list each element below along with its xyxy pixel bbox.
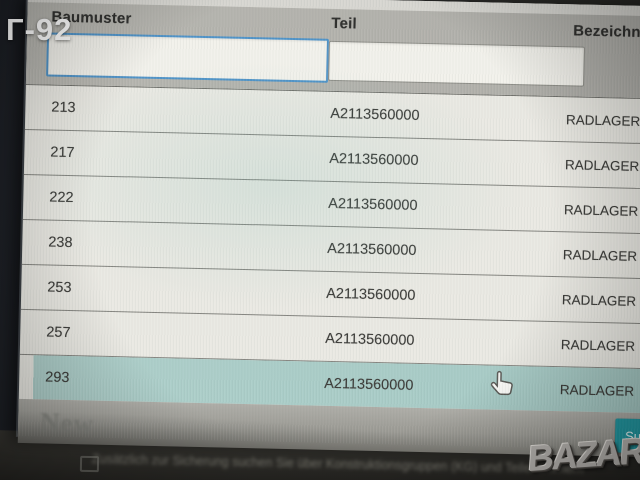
baumuster-cell: 293 bbox=[45, 369, 70, 387]
baumuster-cell: 217 bbox=[50, 144, 75, 162]
bezeichnung-cell: RADLAGER bbox=[563, 201, 639, 219]
baumuster-filter-input[interactable] bbox=[46, 32, 330, 83]
teil-cell: A2113560000 bbox=[328, 195, 418, 214]
bezeichnung-cell: RADLAGER bbox=[561, 291, 637, 309]
table-row-selected[interactable]: 293 A2113560000 RADLAGER bbox=[18, 354, 640, 414]
background-new-text: New bbox=[39, 407, 95, 439]
bezeichnung-cell: RADLAGER bbox=[560, 336, 636, 354]
photo-corner-tag: Г-92 bbox=[6, 12, 73, 47]
baumuster-cell: 253 bbox=[47, 279, 72, 297]
teil-cell: A2113560000 bbox=[330, 105, 420, 124]
table-header: Baumuster Teil Bezeichnung bbox=[25, 1, 640, 99]
teil-cell: A2113560000 bbox=[325, 330, 415, 349]
bezeichnung-cell: RADLAGER bbox=[559, 381, 635, 399]
bazar-logo-watermark: BAZAR bbox=[526, 429, 640, 480]
baumuster-cell: 222 bbox=[49, 189, 74, 207]
document-icon bbox=[79, 455, 100, 473]
baumuster-cell: 213 bbox=[51, 99, 76, 117]
table-body: 213 A2113560000 RADLAGER 217 A2113560000… bbox=[18, 83, 640, 414]
teil-filter-input[interactable] bbox=[328, 40, 585, 87]
parts-catalog-window: Baumuster Teil Bezeichnung 213 A21135600… bbox=[17, 0, 640, 458]
teil-cell: A2113560000 bbox=[327, 240, 417, 259]
teil-cell: A2113560000 bbox=[329, 150, 419, 169]
bezeichnung-cell: RADLAGER bbox=[562, 246, 638, 264]
bezeichnung-cell: RADLAGER bbox=[564, 156, 640, 174]
column-header-teil: Teil bbox=[331, 14, 358, 33]
column-header-bezeichnung: Bezeichnung bbox=[573, 22, 640, 42]
teil-cell: A2113560000 bbox=[326, 285, 416, 304]
bezeichnung-cell: RADLAGER bbox=[565, 111, 640, 129]
hand-cursor-icon bbox=[490, 370, 513, 396]
baumuster-cell: 238 bbox=[48, 234, 73, 252]
baumuster-cell: 257 bbox=[46, 324, 71, 342]
